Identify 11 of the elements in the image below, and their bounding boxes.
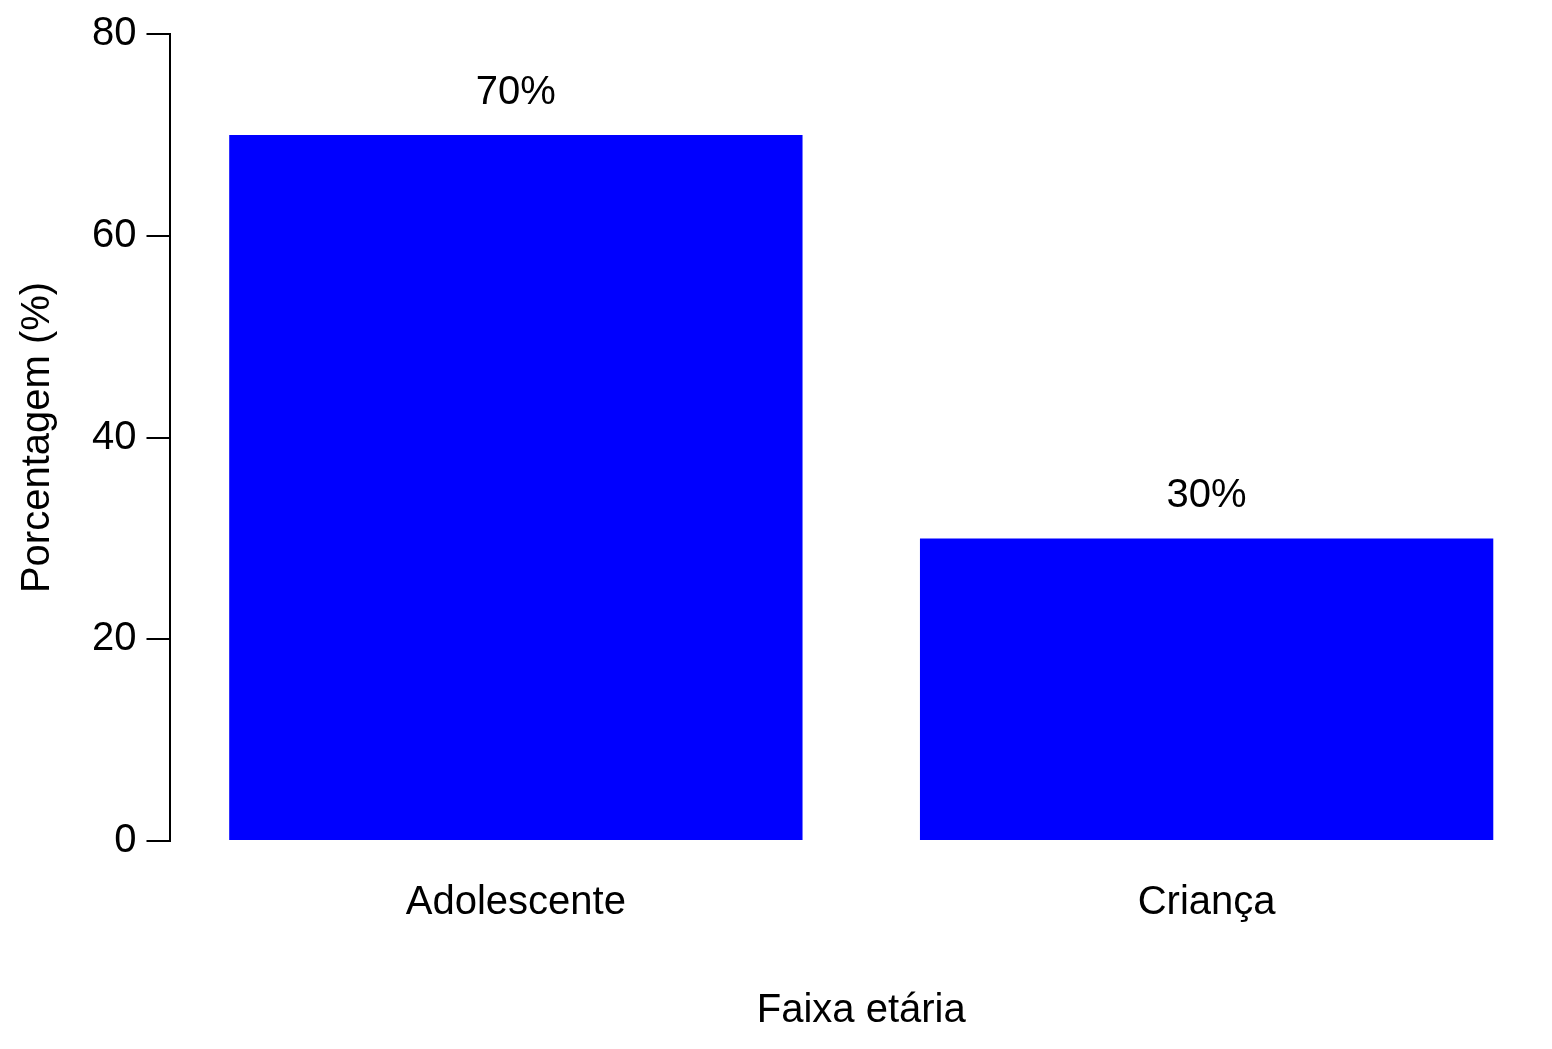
x-tick-label: Criança (1137, 878, 1277, 923)
y-tick-label: 80 (91, 9, 137, 54)
data-label: 30% (1166, 471, 1247, 516)
y-tick-label: 20 (91, 614, 137, 659)
y-axis-title: Porcentagem (%) (13, 281, 58, 594)
x-tick-label: Adolescente (405, 878, 626, 923)
y-tick-label: 0 (114, 816, 137, 861)
y-tick-label: 60 (91, 210, 137, 255)
x-axis-title: Faixa etária (756, 986, 967, 1031)
y-tick-label: 40 (91, 412, 137, 457)
data-label: 70% (475, 67, 556, 112)
